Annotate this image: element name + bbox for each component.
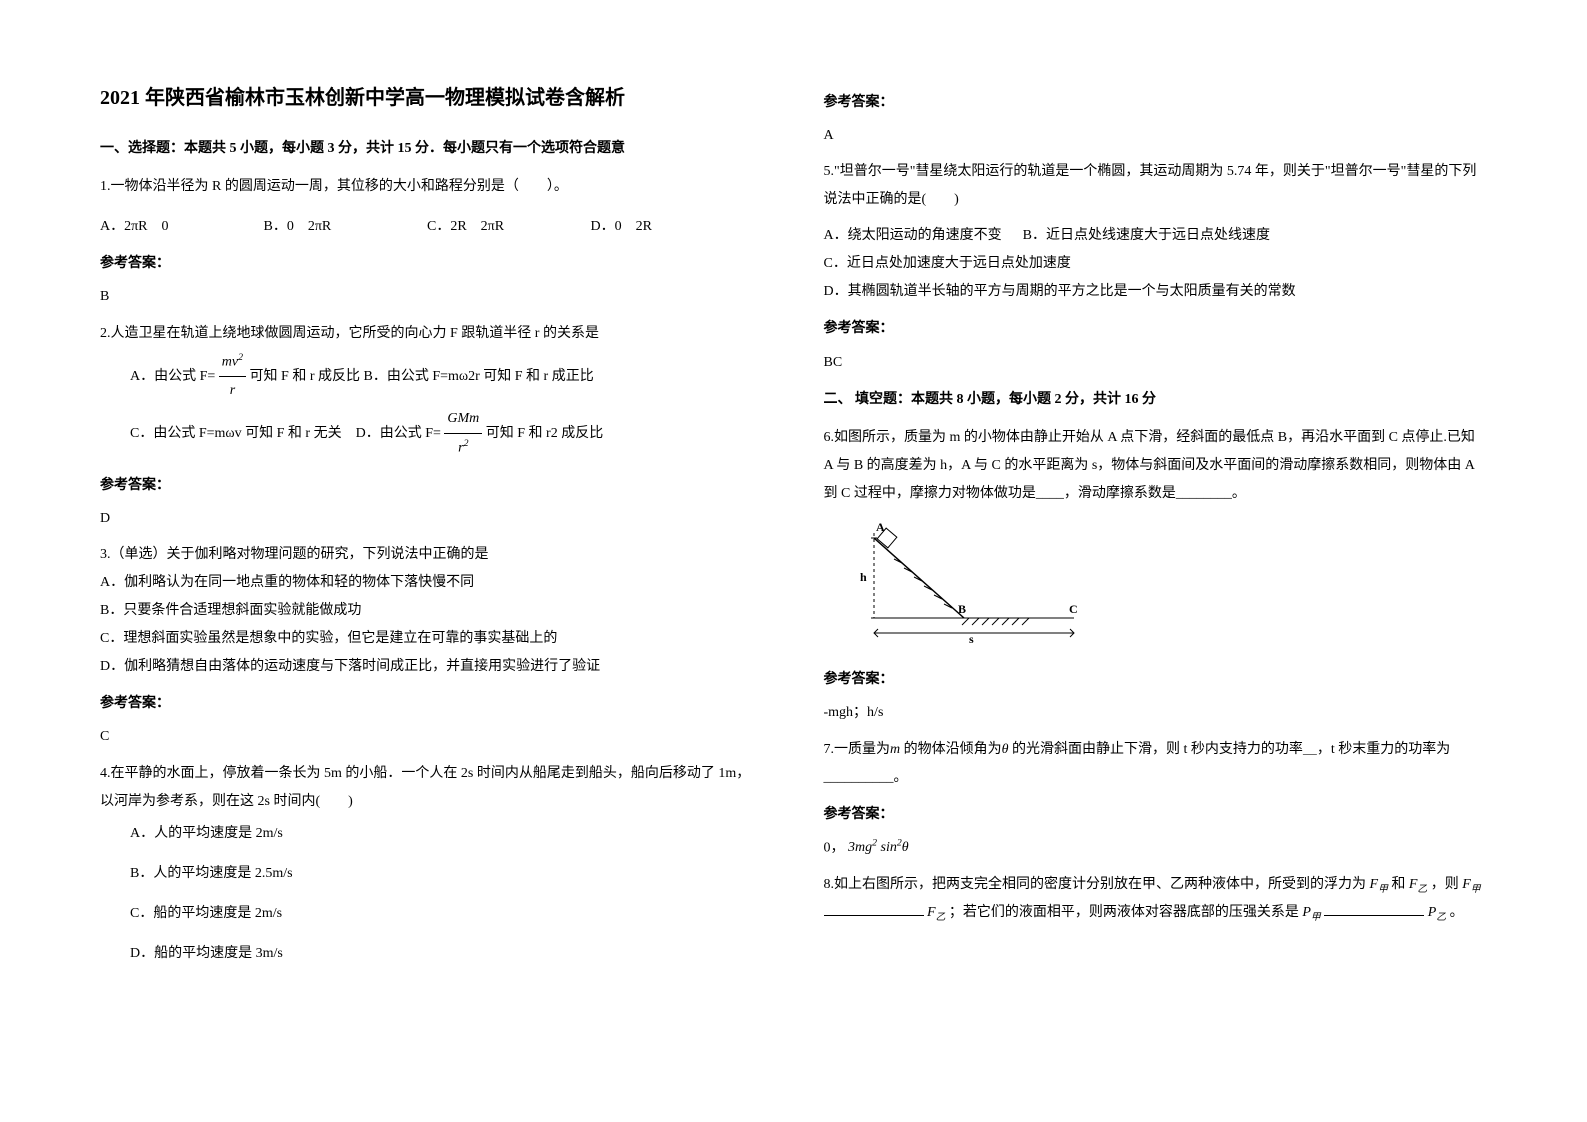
q6-answer-label: 参考答案：: [824, 667, 1488, 692]
q1-optA: A．2πR 0: [100, 213, 260, 241]
q8-blank2: [1324, 902, 1424, 916]
q1-optB: B．0 2πR: [264, 213, 424, 241]
q2-optA-pre: A．由公式 F=: [130, 369, 219, 384]
right-column: 参考答案： A 5."坦普尔一号"彗星绕太阳运行的轨道是一个椭圆，其运动周期为 …: [824, 80, 1488, 1082]
q5-optC: C．近日点处加速度大于远日点处加速度: [824, 250, 1488, 278]
q2-optC: C．由公式 F=mωv 可知 F 和 r 无关: [130, 426, 342, 441]
question-6: 6.如图所示，质量为 m 的小物体由静止开始从 A 点下滑，经斜面的最低点 B，…: [824, 424, 1488, 508]
q2-optA-post: 可知 F 和 r 成反比: [250, 369, 360, 384]
q5-stem: 5."坦普尔一号"彗星绕太阳运行的轨道是一个椭圆，其运动周期为 5.74 年，则…: [824, 158, 1488, 214]
q7-ans-pre: 0，: [824, 840, 845, 855]
question-7: 7.一质量为m 的物体沿倾角为θ 的光滑斜面由静止下滑，则 t 秒内支持力的功率…: [824, 736, 1488, 792]
q1-stem: 1.一物体沿半径为 R 的圆周运动一周，其位移的大小和路程分别是（ ）。: [100, 173, 764, 201]
q3-answer-label: 参考答案：: [100, 691, 764, 716]
question-3: 3.（单选）关于伽利略对物理问题的研究，下列说法中正确的是 A．伽利略认为在同一…: [100, 541, 764, 681]
q4-answer: A: [824, 123, 1488, 148]
section1-heading: 一、选择题：本题共 5 小题，每小题 3 分，共计 15 分．每小题只有一个选项…: [100, 136, 764, 161]
q5-answer: BC: [824, 350, 1488, 375]
q8-end: 。: [1450, 905, 1464, 920]
q7-pre: 7.一质量为: [824, 742, 891, 757]
svg-text:A: A: [876, 523, 885, 534]
q2-optD-pre: D．由公式 F=: [356, 426, 445, 441]
svg-text:C: C: [1069, 602, 1078, 616]
incline-diagram-svg: A h B C s: [854, 523, 1094, 643]
svg-text:s: s: [969, 632, 974, 643]
q1-optC: C．2R 2πR: [427, 213, 587, 241]
q8-mid3: ；若它们的液面相平，则两液体对容器底部的压强关系是: [949, 905, 1299, 920]
exam-title: 2021 年陕西省榆林市玉林创新中学高一物理模拟试卷含解析: [100, 80, 764, 116]
svg-text:h: h: [860, 570, 867, 584]
q2-fracA: mv2r: [219, 348, 246, 406]
q8-blank1: [824, 902, 924, 916]
q5-optB: B．近日点处线速度大于远日点处线速度: [1023, 228, 1270, 243]
q7-answer: 0， 3mg2 sin2θ: [824, 835, 1488, 861]
left-column: 2021 年陕西省榆林市玉林创新中学高一物理模拟试卷含解析 一、选择题：本题共 …: [100, 80, 764, 1082]
q1-answer: B: [100, 284, 764, 309]
q4-optA: A．人的平均速度是 2m/s: [130, 820, 764, 848]
q2-optB: B．由公式 F=mω2r 可知 F 和 r 成正比: [363, 369, 593, 384]
q6-diagram: A h B C s: [854, 523, 1488, 652]
q2-answer-label: 参考答案：: [100, 473, 764, 498]
q3-optD: D．伽利略猜想自由落体的运动速度与下落时间成正比，并直接用实验进行了验证: [100, 653, 764, 681]
question-1: 1.一物体沿半径为 R 的圆周运动一周，其位移的大小和路程分别是（ ）。 A．2…: [100, 173, 764, 241]
q5-answer-label: 参考答案：: [824, 316, 1488, 341]
question-4: 4.在平静的水面上，停放着一条长为 5m 的小船．一个人在 2s 时间内从船尾走…: [100, 760, 764, 968]
q5-optA: A．绕太阳运动的角速度不变: [824, 228, 1002, 243]
question-5: 5."坦普尔一号"彗星绕太阳运行的轨道是一个椭圆，其运动周期为 5.74 年，则…: [824, 158, 1488, 306]
q2-fracD: GMmr2: [444, 405, 482, 463]
q2-answer: D: [100, 506, 764, 531]
q4-optC: C．船的平均速度是 2m/s: [130, 900, 764, 928]
q3-answer: C: [100, 724, 764, 749]
q6-stem: 6.如图所示，质量为 m 的小物体由静止开始从 A 点下滑，经斜面的最低点 B，…: [824, 430, 1475, 501]
q1-answer-label: 参考答案：: [100, 251, 764, 276]
q8-mid2: ，则: [1431, 877, 1459, 892]
q2-optD-post: 可知 F 和 r2 成反比: [486, 426, 603, 441]
q2-stem: 2.人造卫星在轨道上绕地球做圆周运动，它所受的向心力 F 跟轨道半径 r 的关系…: [100, 320, 764, 348]
q3-optA: A．伽利略认为在同一地点重的物体和轻的物体下落快慢不同: [100, 569, 764, 597]
q7-answer-label: 参考答案：: [824, 802, 1488, 827]
q3-optC: C．理想斜面实验虽然是想象中的实验，但它是建立在可靠的事实基础上的: [100, 625, 764, 653]
q3-optB: B．只要条件合适理想斜面实验就能做成功: [100, 597, 764, 625]
q3-stem: 3.（单选）关于伽利略对物理问题的研究，下列说法中正确的是: [100, 541, 764, 569]
section2-heading: 二、 填空题：本题共 8 小题，每小题 2 分，共计 16 分: [824, 387, 1488, 412]
q5-optD: D．其椭圆轨道半长轴的平方与周期的平方之比是一个与太阳质量有关的常数: [824, 278, 1488, 306]
question-8: 8.如上右图所示，把两支完全相同的密度计分别放在甲、乙两种液体中，所受到的浮力为…: [824, 871, 1488, 928]
q7-mid1: 的物体沿倾角为: [904, 742, 1002, 757]
question-2: 2.人造卫星在轨道上绕地球做圆周运动，它所受的向心力 F 跟轨道半径 r 的关系…: [100, 320, 764, 463]
q8-mid1: 和: [1391, 877, 1405, 892]
q7-ans-formula: 3mg2 sin2θ: [848, 840, 909, 855]
q1-optD: D．0 2R: [591, 219, 652, 234]
svg-text:B: B: [958, 602, 966, 616]
q4-stem: 4.在平静的水面上，停放着一条长为 5m 的小船．一个人在 2s 时间内从船尾走…: [100, 760, 764, 816]
q4-optD: D．船的平均速度是 3m/s: [130, 940, 764, 968]
q4-optB: B．人的平均速度是 2.5m/s: [130, 860, 764, 888]
q8-pre: 8.如上右图所示，把两支完全相同的密度计分别放在甲、乙两种液体中，所受到的浮力为: [824, 877, 1367, 892]
q4-answer-label: 参考答案：: [824, 90, 1488, 115]
q6-answer: -mgh；h/s: [824, 700, 1488, 725]
